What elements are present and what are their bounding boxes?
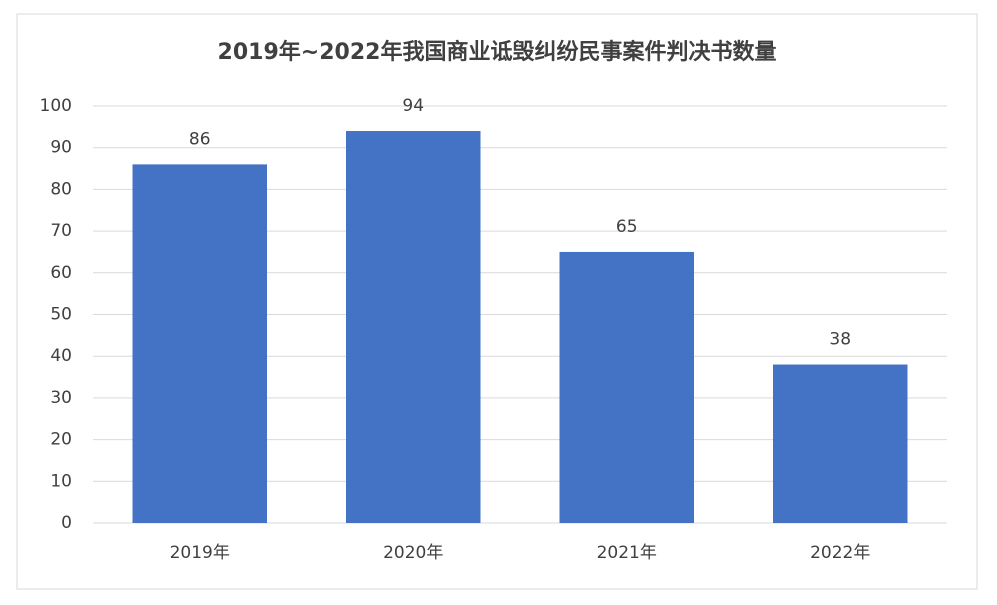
y-tick-label: 60 — [50, 263, 72, 283]
y-tick-label: 70 — [50, 221, 72, 241]
y-tick-label: 50 — [50, 305, 72, 325]
x-tick-label: 2020年 — [383, 543, 443, 563]
y-tick-label: 90 — [50, 138, 72, 158]
data-label: 38 — [829, 330, 851, 350]
y-tick-label: 30 — [50, 388, 72, 408]
data-label: 86 — [189, 129, 211, 149]
data-label: 94 — [402, 96, 424, 116]
y-tick-label: 20 — [50, 430, 72, 450]
y-tick-label: 80 — [50, 179, 72, 199]
y-tick-label: 0 — [61, 513, 72, 533]
x-tick-label: 2019年 — [170, 543, 230, 563]
bar — [345, 131, 481, 523]
bar — [772, 364, 908, 523]
bar — [132, 164, 268, 523]
x-tick-label: 2022年 — [810, 543, 870, 563]
x-tick-label: 2021年 — [597, 543, 657, 563]
y-tick-label: 10 — [50, 471, 72, 491]
y-tick-label: 100 — [40, 96, 72, 116]
bar — [559, 251, 695, 523]
data-label: 65 — [616, 217, 638, 237]
y-tick-label: 40 — [50, 346, 72, 366]
chart-title: 2019年~2022年我国商业诋毁纠纷民事案件判决书数量 — [218, 39, 777, 65]
